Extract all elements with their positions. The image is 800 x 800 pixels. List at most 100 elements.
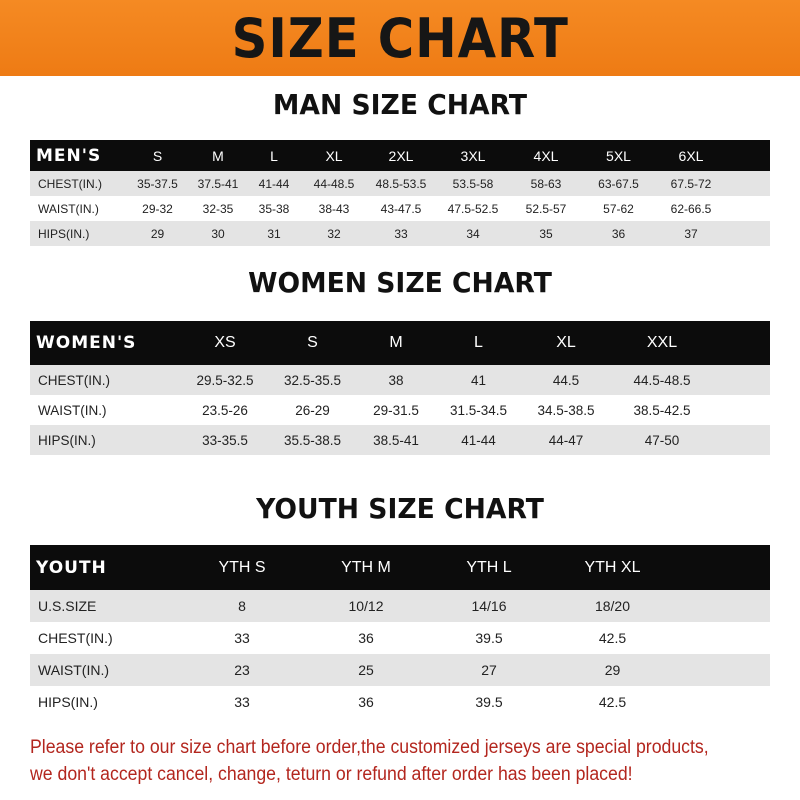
page-title: SIZE CHART (231, 6, 569, 70)
table-cell: 31.5-34.5 (449, 402, 508, 418)
table-row: HIPS(IN.) 33 36 39.5 42.5 (30, 686, 770, 718)
size-header-cell: XS (214, 334, 236, 351)
order-notice-line-1: Please refer to our size chart before or… (30, 737, 709, 758)
youth-chart-title: YOUTH SIZE CHART (256, 492, 544, 525)
table-row: CHEST(IN.) 29.5-32.5 32.5-35.5 38 41 44.5 44.5… (30, 365, 770, 395)
women-size-table: WOMEN'S XS S M L XL XXL CHEST(IN.) 29.5-32.5 32.5… (30, 321, 770, 455)
measurement-label: HIPS(IN.) (38, 694, 98, 710)
measurement-label: HIPS(IN.) (38, 432, 96, 448)
order-notice-line-2: we don't accept cancel, change, teturn o… (30, 764, 633, 785)
table-cell: 32.5-35.5 (283, 372, 342, 388)
table-cell: 36 (358, 630, 374, 646)
table-cell: 26-29 (295, 402, 330, 418)
size-header-cell: 2XL (388, 147, 414, 164)
table-cell: 33-35.5 (202, 432, 248, 448)
table-cell: 41 (470, 372, 487, 388)
table-cell: 62-66.5 (670, 201, 712, 216)
table-row: U.S.SIZE 8 10/12 14/16 18/20 (30, 590, 770, 622)
table-cell: 47-50 (644, 432, 680, 448)
table-cell: 30 (211, 226, 225, 241)
size-header-cell: XL (325, 147, 343, 164)
table-group-label: MEN'S (36, 145, 102, 166)
size-header-cell: YTH M (341, 558, 391, 576)
table-cell: 42.5 (598, 694, 627, 710)
table-cell: 38 (388, 372, 404, 388)
table-row: HIPS(IN.) 29 30 31 32 33 34 35 36 37 (30, 221, 770, 246)
table-cell: 41-44 (258, 176, 290, 191)
size-header-cell: 6XL (678, 147, 704, 164)
table-cell: 58-63 (530, 176, 562, 191)
size-header-cell: M (212, 147, 224, 164)
table-cell: 35 (539, 226, 553, 241)
men-header-row: MEN'S S M L XL 2XL 3XL 4XL 5XL 6XL (30, 140, 770, 171)
table-cell: 33 (234, 694, 250, 710)
size-header-cell: YTH L (466, 558, 512, 576)
table-cell: 23.5-26 (202, 402, 248, 418)
measurement-label: U.S.SIZE (38, 598, 97, 614)
table-cell: 38.5-42.5 (633, 402, 691, 418)
table-cell: 38-43 (318, 201, 350, 216)
measurement-label: HIPS(IN.) (38, 226, 90, 241)
measurement-label: WAIST(IN.) (38, 662, 110, 678)
table-row: CHEST(IN.) 33 36 39.5 42.5 (30, 622, 770, 654)
table-cell: 36 (611, 226, 626, 241)
table-cell: 39.5 (475, 694, 503, 710)
table-cell: 32 (327, 226, 341, 241)
size-header-cell: 5XL (606, 147, 631, 164)
size-header-cell: M (389, 334, 403, 351)
table-cell: 33 (234, 630, 250, 646)
table-cell: 44.5-48.5 (633, 372, 691, 388)
size-header-cell: S (307, 334, 318, 351)
table-cell: 37.5-41 (197, 176, 239, 191)
table-cell: 32-35 (202, 201, 234, 216)
table-cell: 25 (358, 662, 374, 678)
table-row: HIPS(IN.) 33-35.5 35.5-38.5 38.5-41 41-44 44-… (30, 425, 770, 455)
table-cell: 34 (466, 226, 480, 241)
table-group-label: YOUTH (36, 557, 107, 578)
table-row: WAIST(IN.) 29-32 32-35 35-38 38-43 43-47.5 47.… (30, 196, 770, 221)
table-cell: 29-32 (142, 201, 173, 216)
size-header-cell: S (152, 147, 163, 164)
table-cell: 36 (358, 694, 374, 710)
table-cell: 44.5 (552, 372, 580, 388)
measurement-label: WAIST(IN.) (38, 402, 107, 418)
size-header-cell: 4XL (533, 147, 559, 164)
measurement-label: CHEST(IN.) (38, 372, 110, 388)
table-cell: 35-37.5 (137, 176, 178, 191)
table-cell: 37 (684, 226, 698, 241)
size-header-cell: YTH XL (584, 558, 641, 576)
table-cell: 14/16 (471, 598, 507, 614)
table-cell: 44-47 (548, 432, 584, 448)
table-group-label: WOMEN'S (36, 333, 137, 353)
table-row: CHEST(IN.) 35-37.5 37.5-41 41-44 44-48.5 48.5… (30, 171, 770, 196)
table-cell: 67.5-72 (670, 176, 712, 191)
measurement-label: CHEST(IN.) (38, 630, 113, 646)
table-cell: 27 (481, 662, 497, 678)
size-header-cell: XXL (646, 334, 678, 351)
measurement-label: WAIST(IN.) (38, 201, 99, 216)
table-cell: 63-67.5 (598, 176, 639, 191)
table-row: WAIST(IN.) 23 25 27 29 (30, 654, 770, 686)
table-cell: 47.5-52.5 (447, 201, 499, 216)
table-cell: 8 (238, 598, 246, 614)
size-header-cell: YTH S (218, 558, 266, 576)
women-header-row: WOMEN'S XS S M L XL XXL (30, 321, 770, 365)
table-cell: 33 (394, 226, 408, 241)
table-cell: 44-48.5 (313, 176, 355, 191)
table-cell: 48.5-53.5 (375, 176, 427, 191)
order-notice: Please refer to our size chart before or… (30, 734, 737, 788)
table-cell: 10/12 (348, 598, 384, 614)
youth-header-row: YOUTH YTH S YTH M YTH L YTH XL (30, 545, 770, 590)
measurement-label: CHEST(IN.) (38, 176, 102, 191)
size-chart-banner: SIZE CHART (0, 0, 800, 76)
table-cell: 29-31.5 (373, 402, 419, 418)
table-cell: 39.5 (475, 630, 503, 646)
size-header-cell: XL (556, 334, 576, 351)
table-cell: 29.5-32.5 (196, 372, 254, 388)
size-header-cell: L (270, 147, 278, 164)
table-cell: 52.5-57 (525, 201, 567, 216)
table-cell: 42.5 (598, 630, 627, 646)
table-cell: 41-44 (461, 432, 496, 448)
table-cell: 31 (267, 226, 281, 241)
table-cell: 18/20 (594, 598, 631, 614)
